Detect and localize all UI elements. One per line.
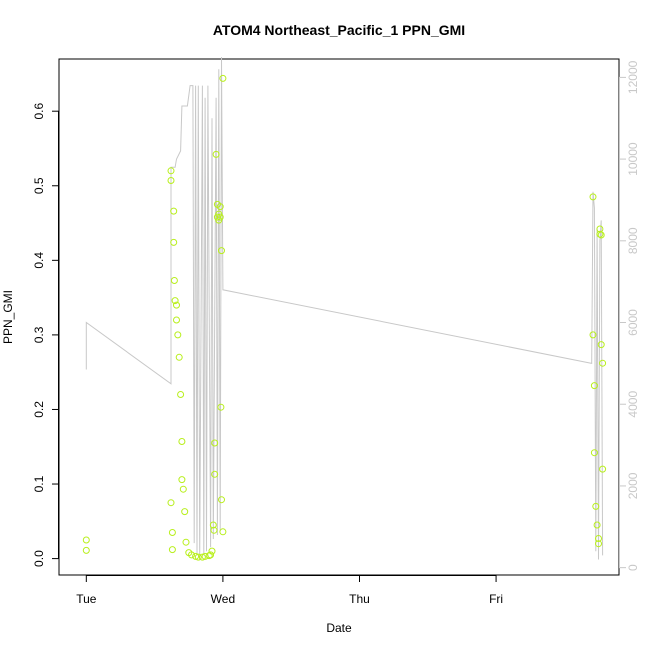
data-point [218,496,225,504]
point-series-layer [82,74,607,561]
data-point [216,213,224,221]
data-point [173,316,180,324]
data-point [177,391,185,398]
data-point [589,331,597,339]
data-point [590,382,598,390]
bottom-tick-label: Wed [211,592,235,606]
data-point [170,207,178,215]
data-point [170,238,178,246]
data-point [188,551,195,559]
left-tick-label: 0.5 [32,177,46,194]
left-tick-label: 0.4 [32,252,46,269]
left-tick-label: 0.3 [32,326,46,343]
bottom-axis: Tue Wed Thu Fri [76,575,503,606]
right-tick-label: 12000 [626,60,640,94]
left-axis: 0.0 0.1 0.2 0.3 0.4 0.5 0.6 [32,103,59,567]
right-tick-label: 8000 [626,227,640,254]
data-point [167,177,175,184]
left-tick-label: 0.1 [32,475,46,492]
data-point [210,526,218,534]
bottom-tick-label: Thu [349,592,370,606]
data-point [82,546,90,554]
data-point [167,167,175,175]
data-point [596,230,604,238]
data-point [593,521,601,529]
data-point [182,538,190,546]
data-point [599,465,607,473]
right-tick-label: 4000 [626,391,640,418]
right-tick-label: 2000 [626,472,640,499]
x-axis-label: Date [326,621,352,635]
data-point [597,231,605,239]
data-point [198,553,206,561]
right-tick-label: 6000 [626,309,640,336]
left-tick-label: 0.6 [32,103,46,120]
chart-title: ATOM4 Northeast_Pacific_1 PPN_GMI [213,22,465,38]
right-axis: 0 2000 4000 6000 8000 10000 12000 [619,60,640,571]
data-point [207,551,215,559]
data-point [211,439,219,447]
data-point [219,528,227,536]
bottom-tick-label: Tue [76,592,97,606]
right-tick-label: 0 [626,564,640,571]
data-point [595,535,602,542]
data-point [208,547,216,555]
left-tick-label: 0.0 [32,550,46,567]
left-tick-label: 0.2 [32,401,46,418]
data-point [597,341,605,349]
data-point [194,553,202,561]
data-point [171,297,179,305]
data-point [217,403,225,411]
data-point [589,193,597,201]
secondary-line-series [85,56,604,560]
data-point [209,521,217,529]
data-point [218,247,225,255]
data-point [179,485,187,493]
data-point [167,499,175,507]
data-point [219,74,227,82]
data-point [590,449,598,457]
line-series-layer [85,56,604,560]
data-point [211,470,219,478]
data-point [170,277,178,284]
y-axis-label: PPN_GMI [1,290,15,344]
data-point [592,502,600,510]
data-point [173,301,180,309]
data-point [175,353,183,361]
bottom-tick-label: Fri [489,592,503,606]
data-point [212,150,220,158]
right-tick-label: 10000 [626,142,640,176]
data-point [82,536,90,544]
data-point [599,359,607,367]
data-point [174,331,182,339]
data-point [216,203,224,211]
data-point [178,438,186,445]
data-point [178,476,186,484]
data-point [181,508,189,516]
data-point [192,552,200,560]
data-point [168,529,176,536]
data-point [168,546,176,554]
data-point [595,540,602,548]
